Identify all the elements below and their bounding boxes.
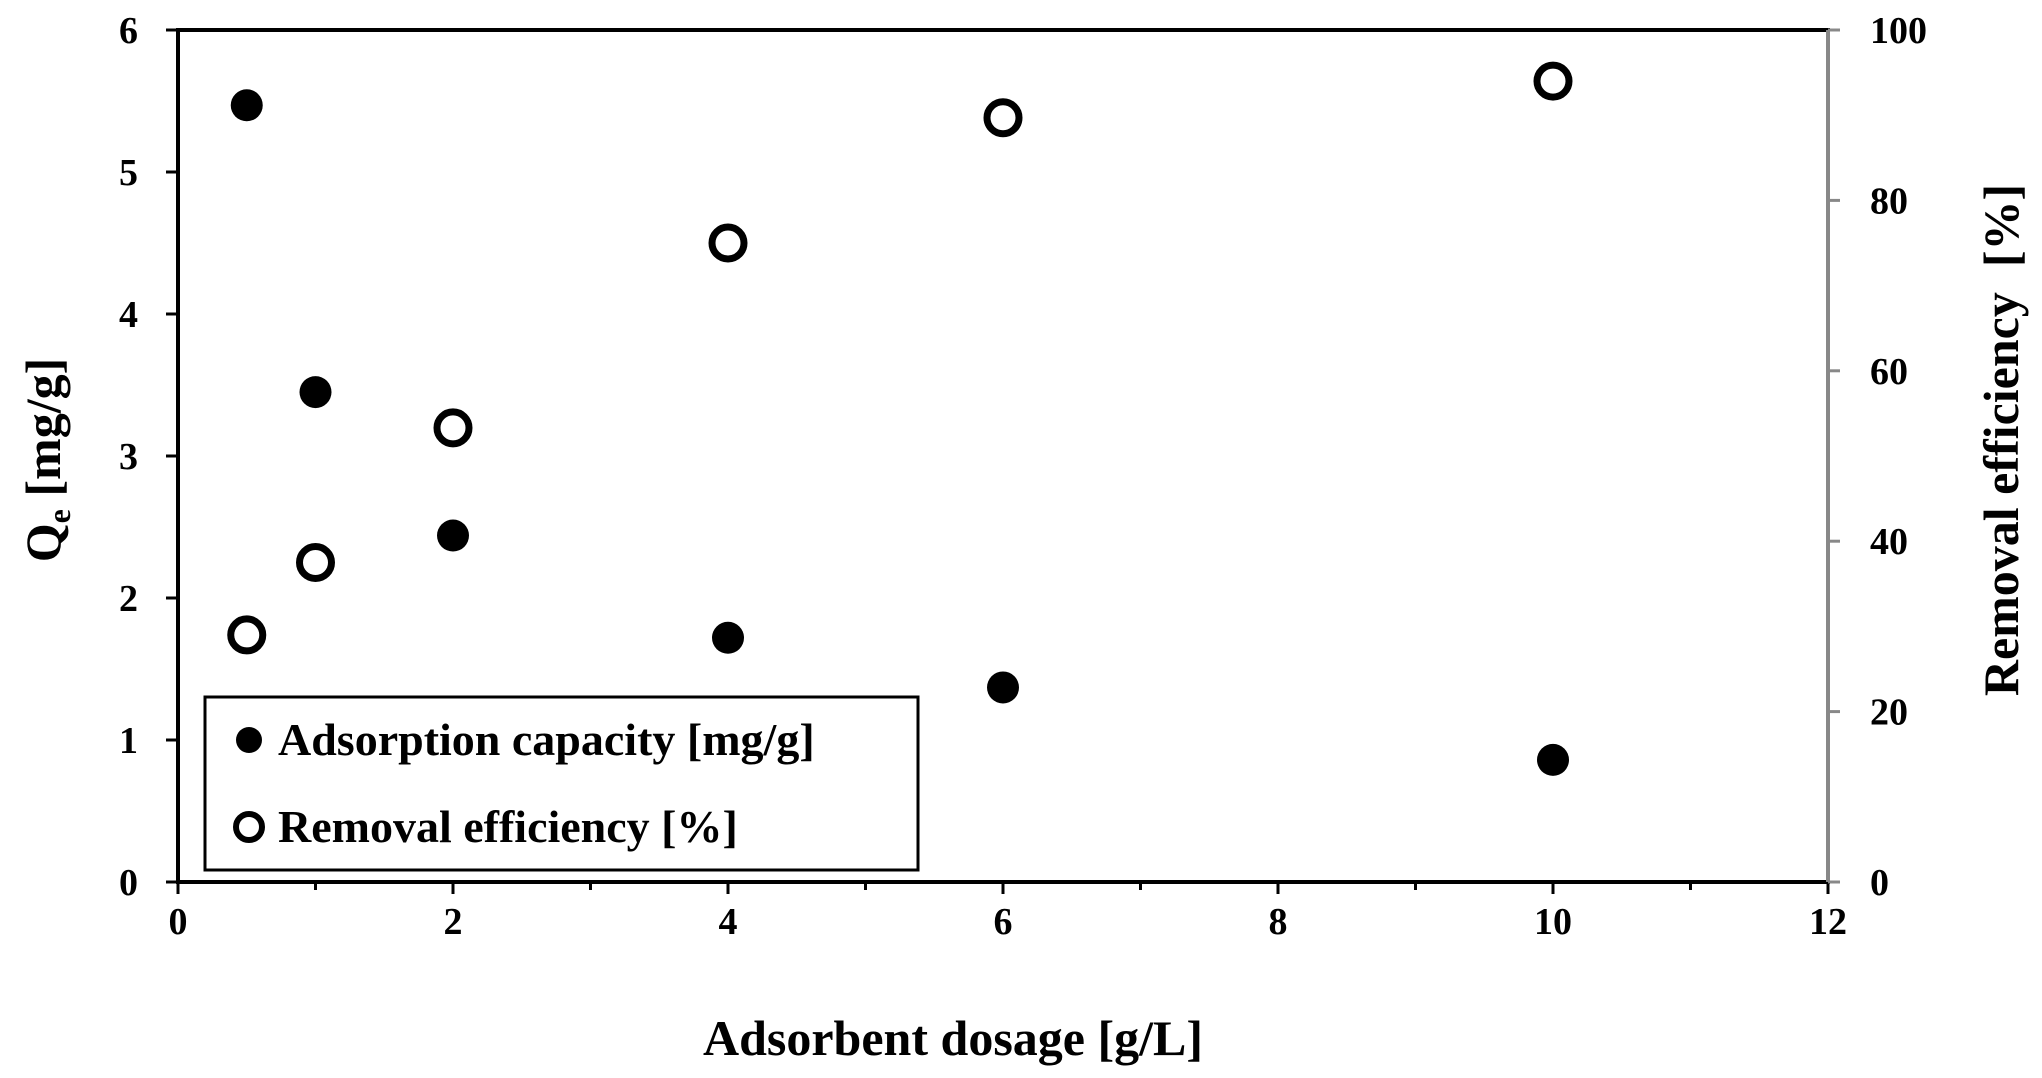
legend-label-removal-efficiency: Removal efficiency [%] bbox=[278, 801, 738, 852]
data-point-removal-efficiency bbox=[433, 408, 473, 448]
legend-marker-filled-circle bbox=[236, 727, 262, 753]
y-tick-label: 3 bbox=[119, 436, 138, 478]
x-tick-label: 4 bbox=[719, 901, 738, 943]
y-axis-right: 0 20 40 60 80 100 bbox=[1828, 10, 1927, 904]
y-tick-label: 2 bbox=[119, 578, 138, 620]
legend: Adsorption capacity [mg/g] Removal effic… bbox=[203, 695, 920, 872]
y-axis-title-subscript: e bbox=[41, 509, 77, 523]
data-point-adsorption-capacity bbox=[299, 376, 332, 409]
y-axis-title-units: [mg/g] bbox=[15, 358, 71, 509]
x-tick-label: 2 bbox=[444, 901, 463, 943]
series-removal-efficiency bbox=[227, 61, 1573, 655]
data-point-adsorption-capacity bbox=[987, 671, 1019, 704]
y-axis-title-main: Q bbox=[15, 523, 71, 562]
y2-tick-label: 20 bbox=[1870, 692, 1908, 734]
data-point-removal-efficiency bbox=[983, 98, 1023, 138]
y-tick-label: 5 bbox=[119, 152, 138, 194]
y-axis-title: Qe [mg/g] bbox=[15, 358, 77, 562]
x-tick-label: 0 bbox=[169, 901, 188, 943]
x-tick-label: 10 bbox=[1534, 901, 1572, 943]
y-tick-label: 4 bbox=[119, 294, 138, 336]
y2-tick-label: 40 bbox=[1870, 521, 1908, 563]
y-axis-left: 0 1 2 3 4 5 6 bbox=[119, 10, 178, 904]
data-point-adsorption-capacity bbox=[437, 519, 469, 552]
y2-tick-label: 60 bbox=[1870, 351, 1908, 393]
y2-axis-title: Removal efficiency [%] bbox=[1973, 184, 2029, 696]
data-point-removal-efficiency bbox=[227, 615, 267, 655]
x-tick-label: 6 bbox=[994, 901, 1013, 943]
series-adsorption-capacity bbox=[230, 89, 1569, 776]
y2-tick-label: 0 bbox=[1870, 862, 1889, 904]
data-point-adsorption-capacity bbox=[1537, 743, 1569, 776]
y2-tick-label: 80 bbox=[1870, 180, 1908, 222]
legend-box bbox=[203, 695, 920, 872]
legend-marker-open-circle bbox=[233, 811, 265, 843]
data-point-removal-efficiency bbox=[1533, 61, 1573, 101]
data-point-removal-efficiency bbox=[708, 223, 748, 263]
y2-tick-label: 100 bbox=[1870, 10, 1927, 52]
y-tick-label: 1 bbox=[119, 720, 138, 762]
data-point-removal-efficiency bbox=[296, 543, 335, 582]
y-tick-label: 0 bbox=[119, 862, 138, 904]
y-tick-label: 6 bbox=[119, 10, 138, 52]
data-point-adsorption-capacity bbox=[712, 621, 744, 654]
legend-label-adsorption-capacity: Adsorption capacity [mg/g] bbox=[278, 714, 815, 765]
x-axis: 0 2 4 6 8 10 12 bbox=[169, 882, 1847, 943]
x-axis-title: Adsorbent dosage [g/L] bbox=[703, 1010, 1203, 1066]
x-tick-label: 8 bbox=[1269, 901, 1288, 943]
x-tick-label: 12 bbox=[1809, 901, 1847, 943]
series-layer bbox=[227, 61, 1573, 776]
data-point-adsorption-capacity bbox=[230, 89, 263, 122]
